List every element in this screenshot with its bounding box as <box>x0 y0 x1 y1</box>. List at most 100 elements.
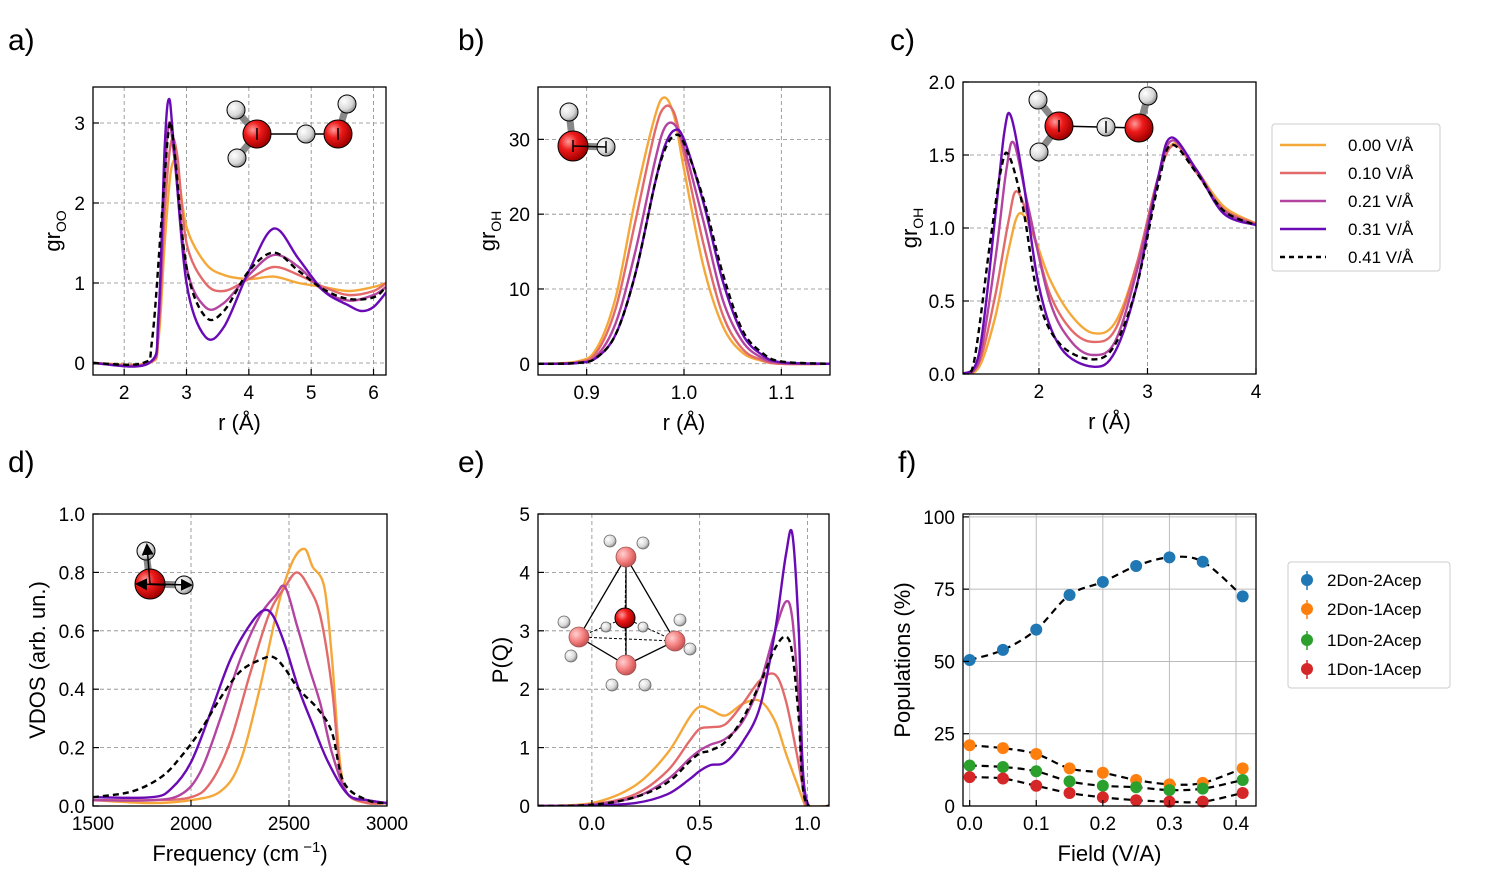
y-tick-label: 25 <box>934 725 955 746</box>
y-tick-label: 4 <box>519 563 530 584</box>
data-point <box>1163 551 1176 564</box>
series-line <box>538 104 830 366</box>
x-axis-label: r (Å) <box>663 410 706 435</box>
x-tick-label: 3 <box>181 383 192 404</box>
x-axis-label: r (Å) <box>1088 409 1131 434</box>
panel-b-plot: 0.9 1.0 1.1 0 10 20 30 r (Å) grOH <box>475 86 831 435</box>
y-tick-label: 5 <box>519 505 530 526</box>
series-line <box>538 698 829 806</box>
legend-pop-entry: 2Don-2Acep <box>1301 571 1422 590</box>
y-tick-label: 2 <box>74 194 85 215</box>
data-point <box>963 759 976 772</box>
panel-f-label: f) <box>898 446 916 479</box>
y-tick-label: 2 <box>519 680 530 701</box>
x-tick-label: 4 <box>244 383 255 404</box>
data-point <box>963 771 976 784</box>
y-tick-label: 3 <box>74 114 85 135</box>
plot-frame <box>962 513 1257 807</box>
data-point <box>1096 575 1109 588</box>
legend-pop-entry: 2Don-1Acep <box>1301 600 1422 619</box>
x-tick-label: 0.5 <box>686 814 712 835</box>
y-tick-label: 0.0 <box>59 797 85 818</box>
x-tick-label: 0.9 <box>573 383 599 404</box>
series-line <box>538 672 829 806</box>
x-tick-label: 5 <box>306 383 317 404</box>
trend-line <box>969 555 1244 662</box>
panel-b-label: b) <box>458 24 485 57</box>
series-line <box>538 121 830 366</box>
data-point <box>1130 794 1143 807</box>
data-point <box>1096 779 1109 792</box>
vibration-illustration <box>134 541 194 600</box>
x-tick-label: 4 <box>1251 382 1262 403</box>
x-tick-label: 1.0 <box>671 383 697 404</box>
legend-text-1don2acep: 1Don-2Acep <box>1327 631 1422 650</box>
y-tick-label: 0 <box>944 797 955 818</box>
x-tick-label: 0.0 <box>579 814 605 835</box>
plot-frame <box>537 513 830 807</box>
legend-marker-1don1acep <box>1301 663 1313 675</box>
legend-marker-2don1acep <box>1301 603 1313 615</box>
panel-e: e) 0.0 0.5 1.0 0 1 2 3 4 5 Q P(Q) <box>458 446 830 866</box>
x-tick-label: 2 <box>119 383 130 404</box>
legend-text-2don1acep: 2Don-1Acep <box>1327 600 1422 619</box>
x-tick-label: 0.3 <box>1156 814 1182 835</box>
data-point <box>996 772 1009 785</box>
series-line <box>538 635 829 806</box>
x-tick-label: 1500 <box>72 814 114 835</box>
data-point <box>996 742 1009 755</box>
data-point <box>996 760 1009 773</box>
series-line <box>963 142 1256 374</box>
y-tick-label: 0 <box>74 354 85 375</box>
data-point <box>1030 779 1043 792</box>
legend-pop-entry: 1Don-1Acep <box>1301 660 1422 679</box>
x-axis-label: r (Å) <box>218 410 261 435</box>
panel-c: c) 2 3 4 0.0 0.5 1.0 1.5 2.0 r (Å) grOH <box>890 24 1262 434</box>
x-axis-label: Field (V/A) <box>1058 841 1162 866</box>
data-point <box>1063 786 1076 799</box>
panel-e-label: e) <box>458 446 485 479</box>
data-point <box>1196 555 1209 568</box>
y-tick-label: 20 <box>509 205 530 226</box>
series-line <box>93 571 387 805</box>
data-point <box>1030 623 1043 636</box>
y-tick-label: 0.6 <box>59 622 85 643</box>
plot-frame <box>92 86 387 376</box>
x-tick-label: 0.2 <box>1090 814 1116 835</box>
legend-marker-2don2acep <box>1301 574 1313 586</box>
y-tick-label: 3 <box>519 622 530 643</box>
series-line <box>538 599 829 806</box>
data-point <box>1096 766 1109 779</box>
x-tick-label: 0.0 <box>956 814 982 835</box>
y-axis-label: VDOS (arb. un.) <box>25 581 50 739</box>
data-point <box>1030 765 1043 778</box>
y-axis-label-sub: OH <box>910 208 926 229</box>
data-point <box>1236 786 1249 799</box>
legend-text-1don1acep: 1Don-1Acep <box>1327 660 1422 679</box>
series-line <box>963 143 1256 374</box>
x-axis-label: Frequency (cm −1) <box>152 839 327 866</box>
y-tick-label: 75 <box>934 580 955 601</box>
data-point <box>1030 747 1043 760</box>
legend-fields: 0.00 V/Å 0.10 V/Å 0.21 V/Å 0.31 V/Å 0.41… <box>1271 123 1441 272</box>
panel-d-plot: 1500 2000 2500 3000 0.0 0.2 0.4 0.6 0.8 1.0 Freque… <box>25 505 408 866</box>
data-point <box>1096 791 1109 804</box>
y-tick-label: 30 <box>509 130 530 151</box>
data-point <box>1063 775 1076 788</box>
plot-frame <box>92 513 388 807</box>
x-tick-label: 2000 <box>170 814 212 835</box>
panel-c-label: c) <box>890 24 915 57</box>
legend-pop-entry: 1Don-2Acep <box>1301 631 1422 650</box>
y-tick-label: 1.5 <box>929 146 955 167</box>
legend-text-2don2acep: 2Don-2Acep <box>1327 571 1422 590</box>
water-dimer-illustration <box>226 94 357 168</box>
x-tick-label: 1.0 <box>794 814 820 835</box>
series-line <box>538 96 830 366</box>
series-line <box>93 584 387 805</box>
y-tick-label: 0.4 <box>59 680 86 701</box>
data-point <box>996 643 1009 656</box>
legend-field-entry: 0.21 V/Å <box>1280 192 1414 211</box>
tetrahedral-illustration <box>557 534 697 692</box>
y-tick-label: 0 <box>519 797 530 818</box>
legend-populations: 2Don-2Acep 2Don-1Acep 1Don-2Acep 1Don-1A… <box>1287 561 1451 689</box>
